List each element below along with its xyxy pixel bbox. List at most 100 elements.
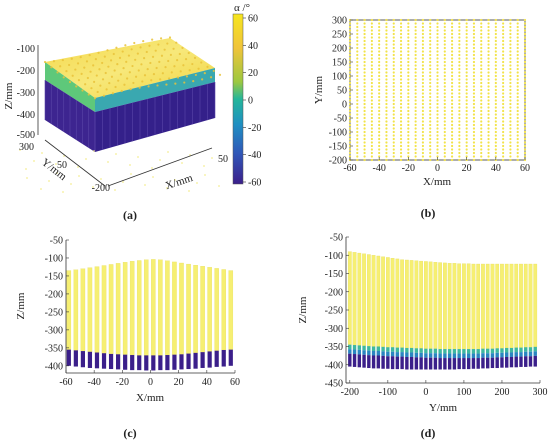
- panel-a-point: [167, 151, 169, 153]
- panel-a-colorbar-ticks: 60 40 20 0 -20 -40 -60: [243, 14, 261, 189]
- panel-b-point: [348, 50, 352, 53]
- panel-b-point: [487, 134, 490, 137]
- panel-a-point: [115, 46, 118, 49]
- panel-b-y-tick-label: 200: [332, 44, 347, 55]
- panel-d-lower-segment: [466, 358, 471, 370]
- panel-b-point: [472, 99, 476, 102]
- panel-a-point: [104, 71, 107, 75]
- panel-b-label: (b): [421, 206, 436, 220]
- panel-d-transition-segment: [533, 351, 537, 356]
- panel-b-point: [472, 60, 476, 64]
- panel-b-point: [509, 95, 512, 99]
- panel-b-point: [399, 81, 403, 85]
- panel-b-point: [523, 106, 527, 109]
- panel-b-point: [480, 88, 483, 92]
- panel-b-point: [363, 67, 366, 71]
- panel-b-point: [399, 123, 403, 127]
- panel-b-point: [421, 123, 425, 127]
- panel-a-point: [100, 178, 102, 180]
- panel-b-point: [414, 64, 417, 67]
- panel-b-point: [450, 36, 454, 39]
- panel-b-point: [509, 109, 512, 113]
- panel-a-point: [159, 37, 163, 40]
- panel-b-point: [494, 81, 497, 85]
- panel-b-point: [465, 57, 468, 60]
- panel-b-point: [392, 106, 395, 109]
- panel-b-point: [356, 53, 359, 57]
- panel-b-point: [443, 29, 446, 32]
- panel-b-point: [399, 141, 403, 144]
- panel-b-point: [523, 25, 527, 29]
- panel-b-point: [436, 81, 439, 85]
- panel-d-transition-segment: [424, 353, 428, 358]
- panel-b-point: [392, 123, 395, 127]
- panel-b-point: [465, 85, 468, 88]
- panel-c-y-tick-label: -150: [45, 271, 63, 282]
- panel-b-point: [399, 25, 403, 29]
- panel-c-upper-segment: [221, 269, 226, 351]
- panel-b-point: [348, 85, 352, 88]
- panel-b-point: [348, 92, 352, 95]
- panel-b-point: [458, 120, 461, 123]
- panel-b-point: [480, 78, 483, 81]
- panel-b-point: [502, 137, 505, 141]
- panel-b-point: [399, 39, 403, 43]
- panel-d-lower-segment: [485, 357, 490, 369]
- panel-b-point: [392, 29, 395, 32]
- panel-b-point: [385, 116, 388, 120]
- panel-d-transition-segment: [457, 349, 461, 354]
- panel-b-point: [436, 120, 439, 123]
- panel-b-point: [443, 22, 446, 25]
- panel-c-upper-segment: [165, 260, 170, 356]
- panel-b-point: [480, 137, 483, 141]
- panel-b-point: [363, 144, 366, 148]
- panel-b-point: [472, 64, 476, 67]
- panel-b-point: [356, 50, 359, 53]
- panel-a-point: [132, 81, 135, 85]
- panel-b-point: [502, 109, 505, 113]
- panel-a-point: [56, 71, 59, 74]
- panel-b-point: [356, 144, 359, 148]
- panel-b-point: [392, 141, 395, 144]
- panel-b-point: [378, 116, 381, 120]
- panel-a-point: [96, 90, 99, 94]
- panel-b-point: [414, 85, 417, 88]
- panel-b-point: [399, 148, 403, 151]
- panel-b-point: [516, 151, 519, 155]
- panel-b-point: [436, 134, 439, 137]
- panel-d-y-tick-label: -450: [325, 379, 343, 390]
- panel-b-point: [494, 64, 497, 67]
- panel-a-point: [119, 73, 122, 76]
- panel-d-transition-segment: [367, 346, 371, 351]
- panel-b-point: [487, 127, 490, 130]
- panel-d-transition-segment: [362, 345, 366, 351]
- panel-b-point: [472, 95, 476, 99]
- panel-d: -200 -100 0 100 200 300 -50 -100 -150 -200 -250 -3…: [297, 233, 548, 441]
- panel-d-transition-segment: [466, 353, 471, 359]
- panel-b-point: [385, 148, 388, 151]
- panel-b-point: [378, 88, 381, 92]
- panel-b-point: [399, 144, 403, 148]
- panel-b-point: [363, 148, 366, 151]
- panel-b-point: [458, 92, 461, 95]
- panel-b-point: [429, 81, 432, 85]
- panel-b-point: [516, 74, 519, 78]
- panel-b-point: [458, 134, 461, 137]
- panel-b-point: [487, 130, 490, 134]
- panel-b-point: [392, 25, 395, 29]
- panel-a-point: [88, 54, 91, 57]
- panel-b-point: [385, 144, 388, 148]
- panel-b-point: [487, 43, 490, 46]
- panel-b-point: [414, 57, 417, 60]
- panel-b-point: [450, 155, 454, 158]
- panel-b-point: [465, 81, 468, 85]
- panel-d-y-tick-label: -300: [325, 324, 343, 335]
- panel-b-point: [421, 155, 425, 158]
- panel-c-upper-segment: [200, 266, 205, 353]
- panel-b-point: [443, 25, 446, 29]
- panel-b-point: [509, 25, 512, 29]
- panel-b-point: [399, 78, 403, 81]
- panel-b-point: [399, 71, 403, 74]
- panel-a-point: [168, 77, 171, 80]
- panel-b-y-tick-label: 150: [332, 58, 347, 69]
